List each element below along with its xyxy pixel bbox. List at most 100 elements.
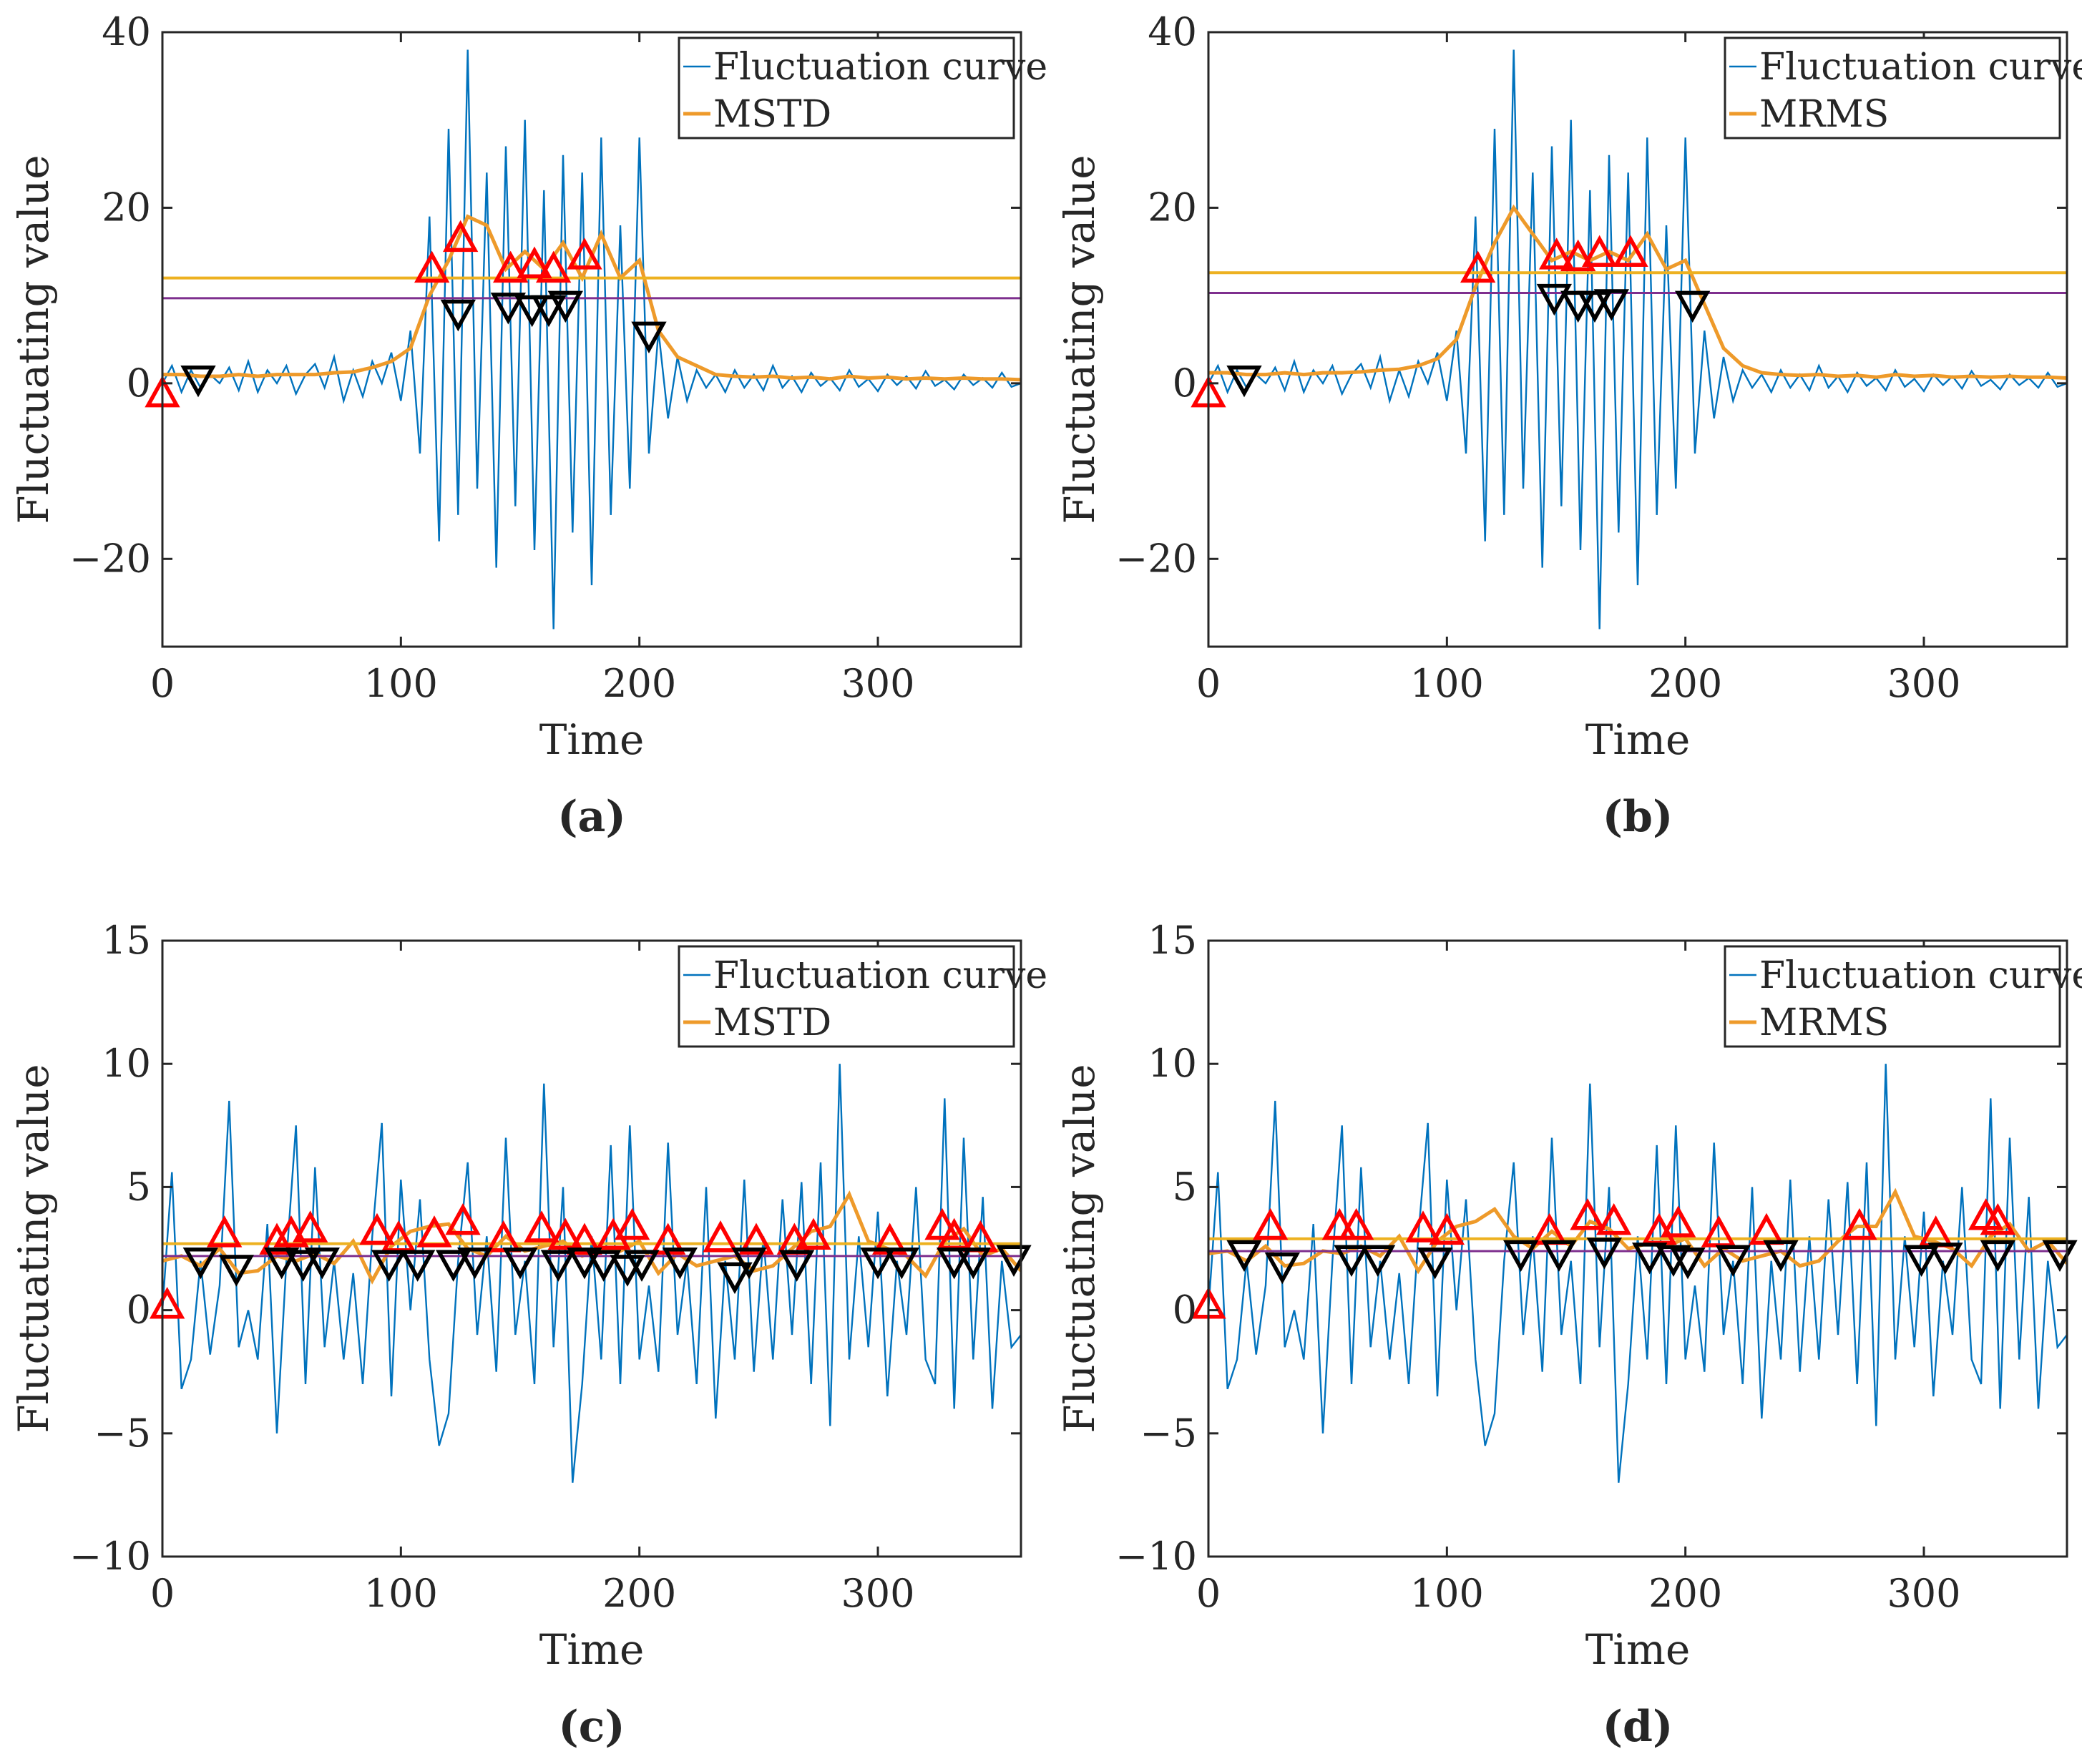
x-tick-label: 300 <box>1887 1571 1960 1616</box>
x-tick-label: 200 <box>602 1571 676 1616</box>
y-tick-label: 0 <box>1173 361 1197 406</box>
chart-panel-a: 0 100 200 300 −20 0 20 40 Time Fluctuating value (… <box>9 9 1047 842</box>
y-axis-label: Fluctuating value <box>1055 1064 1104 1433</box>
mrms-curve-line <box>1208 204 2067 380</box>
trough-marker <box>502 1247 538 1280</box>
peak-marker <box>1338 1207 1374 1240</box>
fluctuation-curve-line <box>162 1064 1021 1483</box>
plot-area <box>162 49 1021 629</box>
legend-fluctuation-label: Fluctuation curve <box>713 954 1047 997</box>
peak-marker <box>567 1222 602 1255</box>
legend-moving-label: MRMS <box>1759 1001 1889 1044</box>
trough-marker <box>1541 1240 1577 1273</box>
peak-marker <box>796 1217 831 1250</box>
trough-marker <box>567 1247 602 1280</box>
trough-marker <box>285 1250 321 1282</box>
trough-marker <box>1226 365 1262 398</box>
y-tick-label: 15 <box>1148 918 1197 963</box>
trough-marker <box>371 1250 407 1282</box>
peak-marker <box>1429 1212 1465 1245</box>
trough-marker <box>218 1255 255 1287</box>
peak-marker <box>703 1220 738 1253</box>
y-tick-label: 5 <box>127 1164 151 1209</box>
peak-marker <box>416 1215 452 1248</box>
peak-marker <box>567 237 602 270</box>
axes-box <box>1207 939 2068 1558</box>
chart-panel-b: 0 100 200 300 −20 0 20 40 Time Fluctuating value (… <box>1055 9 2082 842</box>
legend-moving-label: MSTD <box>713 93 831 136</box>
x-tick-label: 200 <box>1648 661 1722 706</box>
trough-marker <box>1593 289 1630 321</box>
plot-area <box>162 1064 1021 1483</box>
plot-area <box>1208 1064 2067 1483</box>
trough-marker <box>1674 290 1711 323</box>
x-axis-label: Time <box>1585 1625 1691 1674</box>
fluctuation-curve-line <box>1208 1064 2067 1483</box>
x-tick-label: 100 <box>364 661 438 706</box>
legend-fluctuation-label: Fluctuation curve <box>713 46 1047 89</box>
peak-marker <box>1560 239 1596 272</box>
y-tick-label: −20 <box>69 536 151 581</box>
trough-marker <box>624 1250 660 1282</box>
x-tick-label: 100 <box>364 1571 438 1616</box>
peak-marker <box>738 1222 774 1255</box>
trough-marker <box>263 1247 300 1280</box>
trough-marker <box>1903 1245 1940 1277</box>
trough-marker <box>304 1247 341 1280</box>
y-tick-label: 0 <box>1173 1288 1197 1333</box>
plot-area <box>1208 49 2067 629</box>
trough-marker <box>1417 1247 1453 1280</box>
y-tick-label: 10 <box>102 1041 151 1086</box>
trough-marker <box>1560 290 1596 323</box>
x-tick-label: 0 <box>1196 1571 1221 1616</box>
trough-marker <box>514 295 550 328</box>
peak-marker <box>442 220 479 253</box>
panel-label: (a) <box>557 792 626 842</box>
y-tick-label: −5 <box>94 1411 151 1456</box>
trough-marker <box>731 1247 767 1280</box>
peak-marker <box>292 1210 328 1243</box>
legend-moving-label: MSTD <box>713 1001 831 1044</box>
peak-marker <box>547 1217 584 1250</box>
trough-marker <box>778 1250 815 1282</box>
panel-label: (c) <box>558 1702 625 1752</box>
trough-marker <box>182 1247 219 1280</box>
trough-marker <box>490 293 527 325</box>
peak-marker <box>149 1287 185 1319</box>
peak-marker <box>1581 235 1618 267</box>
trough-marker <box>662 1247 698 1280</box>
trough-marker <box>1359 1245 1396 1277</box>
y-axis-label: Fluctuating value <box>9 1064 58 1433</box>
trough-marker <box>1631 1243 1668 1275</box>
trough-marker <box>860 1247 896 1280</box>
peak-marker <box>1595 1202 1632 1235</box>
legend-box <box>678 945 1015 1048</box>
x-tick-label: 0 <box>1196 661 1221 706</box>
y-tick-label: 20 <box>1148 185 1197 230</box>
trough-marker <box>435 1250 471 1282</box>
peak-marker <box>206 1215 243 1248</box>
peak-marker <box>359 1212 395 1245</box>
trough-marker <box>1927 1243 1963 1275</box>
legend-moving-label: MRMS <box>1759 93 1889 136</box>
trough-marker <box>1577 290 1613 323</box>
trough-marker <box>531 295 567 328</box>
legend-fluctuation-label: Fluctuation curve <box>1759 954 2082 997</box>
trough-marker <box>1715 1245 1751 1277</box>
legend-box <box>678 36 1015 139</box>
peak-marker <box>1252 1207 1289 1240</box>
x-tick-label: 200 <box>602 661 676 706</box>
trough-marker <box>631 321 667 354</box>
trough-marker <box>936 1247 972 1280</box>
trough-marker <box>1226 1240 1262 1273</box>
x-tick-label: 0 <box>150 661 175 706</box>
x-tick-label: 300 <box>1887 661 1960 706</box>
peak-marker <box>614 1207 650 1240</box>
trough-marker <box>1536 283 1573 316</box>
chart-panel-c: 0 100 200 300 −10 −5 0 5 10 15 Time Fluctuating val… <box>9 918 1047 1752</box>
peak-marker <box>1570 1198 1606 1230</box>
